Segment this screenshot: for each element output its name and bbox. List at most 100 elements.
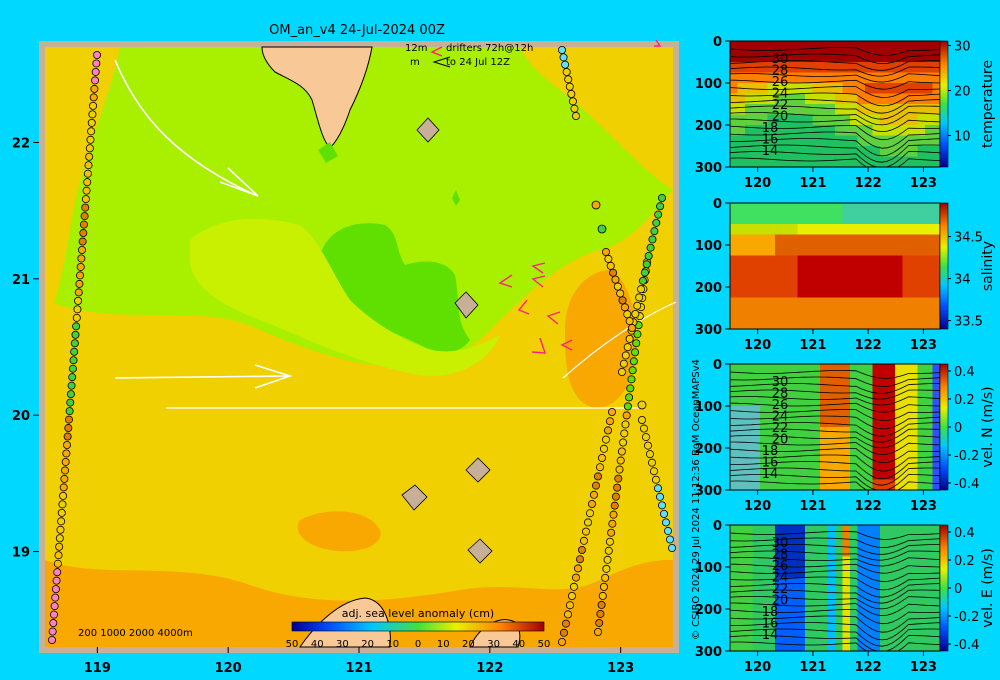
drifter-position-dot <box>595 618 604 627</box>
section-cell <box>880 83 889 95</box>
section-cell <box>775 93 784 105</box>
section-cell <box>850 385 859 397</box>
drifter-position-dot <box>570 104 579 113</box>
drifter-position-dot <box>91 76 100 85</box>
section-colorbar-tick-label: 34.5 <box>954 231 983 246</box>
section-cell <box>790 630 799 642</box>
section-cell <box>737 93 746 105</box>
map-y-tick-label: 20 <box>12 409 30 424</box>
drifter-position-dot <box>633 330 642 339</box>
drifter-position-dot <box>599 582 608 591</box>
section-cell <box>902 255 911 267</box>
isotherm-contour <box>729 583 941 598</box>
section-cell <box>932 276 941 288</box>
section-cell <box>872 135 881 147</box>
section-cell <box>805 41 814 53</box>
section-cell <box>730 385 739 397</box>
section-cell <box>820 406 829 418</box>
section-cell <box>812 556 821 568</box>
section-cell <box>895 234 904 246</box>
section-cell <box>835 203 844 215</box>
isotherm-contour <box>729 396 941 406</box>
section-cell <box>782 104 791 116</box>
section-cell <box>820 364 829 376</box>
section-cell <box>910 255 919 267</box>
section-cell <box>925 135 934 147</box>
section-cell <box>902 385 911 397</box>
section-cell <box>925 213 934 225</box>
drifter-position-dot <box>596 463 605 472</box>
section-cell <box>895 255 904 267</box>
section-cell <box>827 619 836 631</box>
section-x-tick-label: 122 <box>855 176 882 191</box>
section-cell <box>775 630 784 642</box>
section-cell <box>932 577 941 589</box>
section-cell <box>835 146 844 158</box>
section-cell <box>767 41 776 53</box>
section-cell <box>910 448 919 460</box>
section-cell <box>812 437 821 449</box>
section-cell <box>805 51 814 63</box>
section-cell <box>782 437 791 449</box>
section-cell <box>812 318 821 330</box>
map-y-tick-label: 19 <box>12 546 30 561</box>
drifter-position-dot <box>650 467 659 476</box>
drifter-position-dot <box>640 424 649 433</box>
section-cell <box>835 525 844 537</box>
section-cell <box>895 385 904 397</box>
section-colorbar-label: vel. N (m/s) <box>980 386 996 467</box>
section-cell <box>820 83 829 95</box>
section-cell <box>737 479 746 491</box>
section-cell <box>880 266 889 278</box>
section-cell <box>730 146 739 158</box>
section-cell <box>917 203 926 215</box>
section-cell <box>835 266 844 278</box>
section-cell <box>805 224 814 236</box>
section-cell <box>887 588 896 600</box>
drifter-position-dot <box>606 417 615 426</box>
section-cell <box>857 619 866 631</box>
section-cell <box>880 114 889 126</box>
section-cell <box>902 213 911 225</box>
section-cell <box>872 234 881 246</box>
section-cell <box>812 546 821 558</box>
section-cell <box>880 458 889 470</box>
section-cell <box>745 640 754 652</box>
drifter-position-dot <box>51 585 60 594</box>
section-cell <box>872 525 881 537</box>
section-cell <box>902 224 911 236</box>
drifter-position-dot <box>62 449 71 458</box>
drifter-position-dot <box>561 60 570 69</box>
section-cell <box>760 318 769 330</box>
section-cell <box>917 224 926 236</box>
section-cell <box>745 479 754 491</box>
section-cell <box>737 255 746 267</box>
section-cell <box>880 224 889 236</box>
drifter-position-dot <box>83 169 92 178</box>
section-cell <box>812 135 821 147</box>
section-cell <box>865 255 874 267</box>
section-cell <box>730 255 739 267</box>
section-cell <box>820 213 829 225</box>
section-cell <box>865 41 874 53</box>
section-cell <box>932 125 941 137</box>
colorbar-tick-label: 0 <box>415 639 421 650</box>
section-cell <box>887 234 896 246</box>
section-cell <box>820 276 829 288</box>
section-colorbar-tick-label: 0.2 <box>954 393 975 408</box>
section-cell <box>872 276 881 288</box>
section-cell <box>902 41 911 53</box>
section-cell <box>767 125 776 137</box>
contour-label: 22 <box>772 582 789 597</box>
section-cell <box>820 385 829 397</box>
section-cell <box>797 72 806 84</box>
isotherm-contour <box>729 537 941 548</box>
section-cell <box>902 234 911 246</box>
section-cell <box>767 308 776 320</box>
section-cell <box>827 609 836 621</box>
colorbar-tick-label: 40 <box>512 639 525 650</box>
section-cell <box>857 93 866 105</box>
section-cell <box>850 448 859 460</box>
section-cell <box>917 266 926 278</box>
